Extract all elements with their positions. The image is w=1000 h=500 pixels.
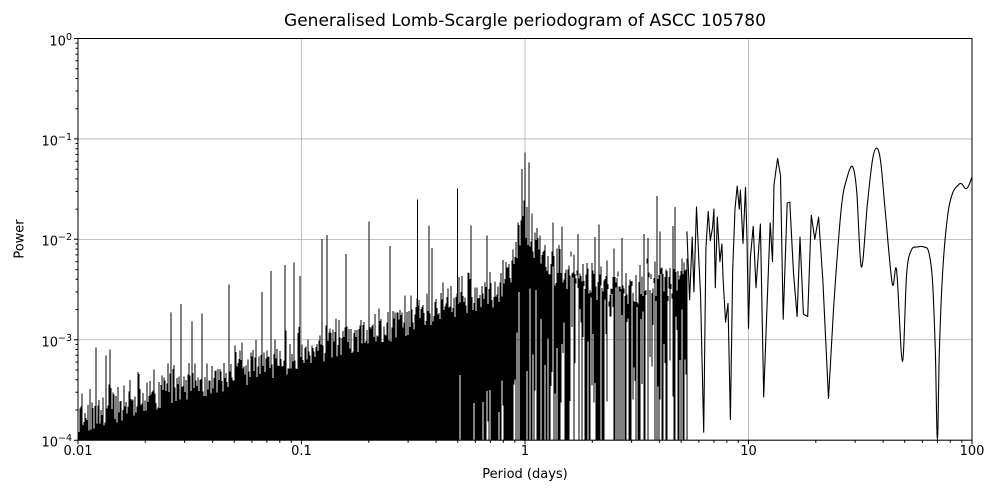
x-axis-label: Period (days) (482, 467, 568, 482)
y-tick-label: 10−2 (41, 232, 72, 250)
y-tick-label: 10−3 (41, 332, 72, 351)
periodogram-curve-path (686, 147, 973, 441)
x-tick-label: 10 (740, 444, 757, 459)
x-tick-label: 100 (959, 444, 985, 459)
y-tick-label: 10−1 (41, 131, 72, 150)
chart-title: Generalised Lomb-Scargle periodogram of … (284, 11, 766, 31)
x-tick-label: 0.01 (63, 444, 93, 459)
x-tick-label: 1 (520, 444, 530, 459)
periodogram-dense-path (77, 152, 688, 441)
y-tick-label: 100 (49, 31, 72, 49)
tick-marks (74, 38, 973, 445)
y-tick-label: 10−4 (41, 433, 72, 451)
x-tick-label: 0.1 (291, 444, 312, 459)
